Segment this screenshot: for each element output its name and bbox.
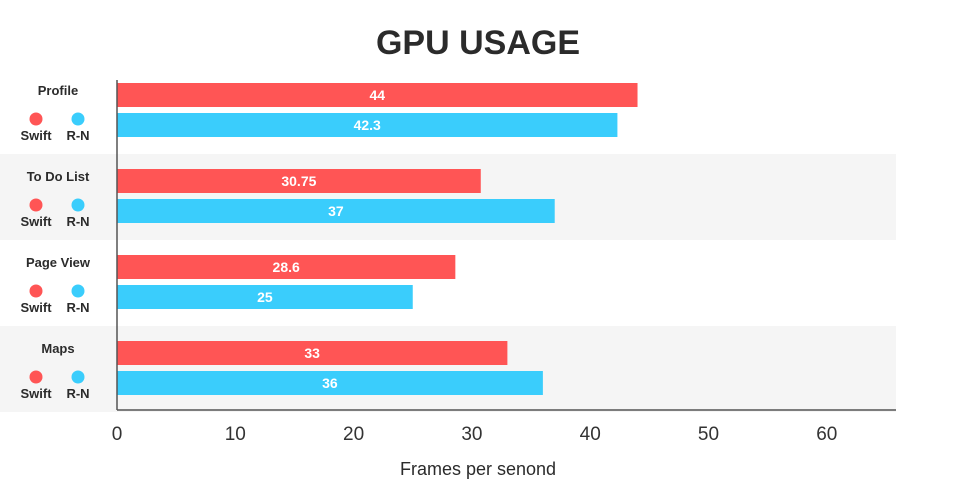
legend-label-r-n: R-N	[66, 300, 89, 315]
legend-label-r-n: R-N	[66, 386, 89, 401]
legend-label-r-n: R-N	[66, 214, 89, 229]
category-band	[0, 154, 896, 240]
data-label: 25	[257, 289, 273, 305]
x-tick-label: 60	[816, 424, 837, 445]
legend-label-r-n: R-N	[66, 128, 89, 143]
bar-r-n	[117, 371, 543, 395]
x-tick-label: 0	[112, 424, 123, 445]
category-band	[0, 326, 896, 412]
bar-swift	[117, 83, 638, 107]
x-tick-label: 50	[698, 424, 719, 445]
data-label: 37	[328, 203, 344, 219]
bar-swift	[117, 341, 508, 365]
legend-label-swift: Swift	[20, 128, 52, 143]
legend-dot-swift	[29, 284, 43, 298]
legend-dot-r-n	[71, 198, 85, 212]
legend-dot-swift	[29, 198, 43, 212]
category-label: Maps	[41, 341, 74, 356]
category-label: Page View	[26, 255, 91, 270]
bar-swift	[117, 255, 456, 279]
legend-dot-r-n	[71, 370, 85, 384]
category-label: To Do List	[27, 169, 90, 184]
legend-label-swift: Swift	[20, 214, 52, 229]
x-tick-label: 40	[580, 424, 601, 445]
legend-label-swift: Swift	[20, 300, 52, 315]
legend-dot-r-n	[71, 284, 85, 298]
category-bands	[0, 154, 896, 412]
data-label: 36	[322, 375, 338, 391]
bar-r-n	[117, 113, 618, 137]
legend-dot-r-n	[71, 112, 85, 126]
category-labels: Profile Swift R-N To Do List Swift R-N Page Vi…	[20, 83, 90, 401]
bar-r-n	[117, 285, 413, 309]
category-label: Profile	[38, 83, 78, 98]
x-tick-label: 30	[461, 424, 482, 445]
legend-dot-swift	[29, 370, 43, 384]
data-label: 28.6	[273, 259, 300, 275]
x-axis-ticks: 0 10 20 30 40 50 60	[112, 424, 838, 445]
legend-dot-swift	[29, 112, 43, 126]
x-tick-label: 20	[343, 424, 364, 445]
x-axis-label: Frames per senond	[400, 459, 556, 479]
legend-label-swift: Swift	[20, 386, 52, 401]
bar-r-n	[117, 199, 555, 223]
data-label: 42.3	[354, 117, 381, 133]
data-label: 30.75	[281, 173, 316, 189]
x-tick-label: 10	[225, 424, 246, 445]
chart-title: GPU USAGE	[376, 24, 580, 62]
bar-swift	[117, 169, 481, 193]
data-label: 44	[369, 87, 385, 103]
data-label: 33	[304, 345, 320, 361]
